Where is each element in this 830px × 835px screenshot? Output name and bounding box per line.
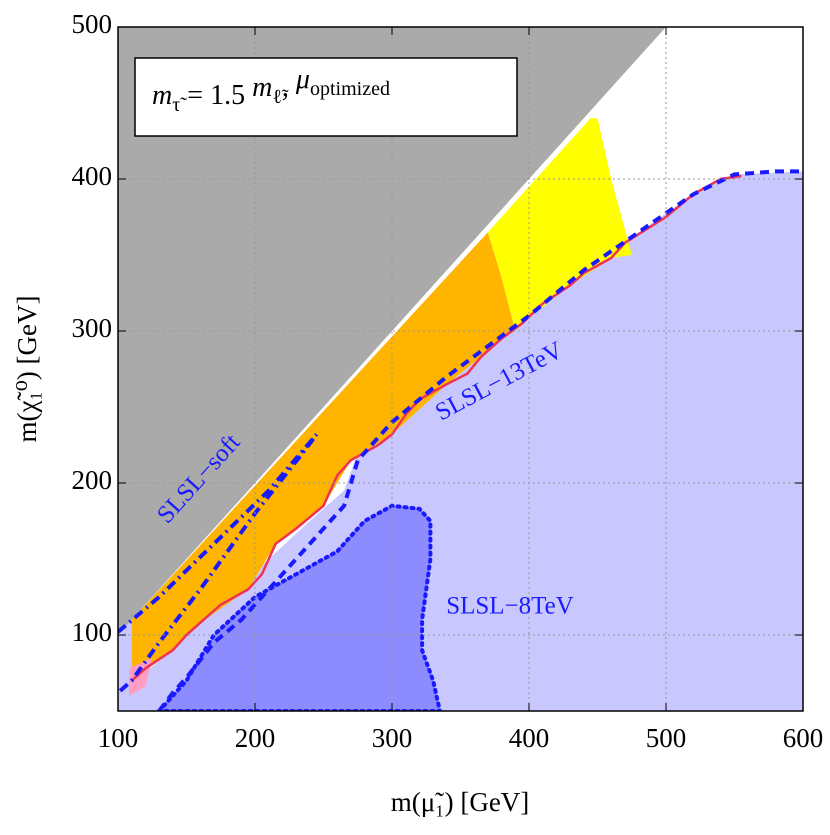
box-label: mτ̃ = 1.5 mℓ̃, μoptimized	[152, 64, 390, 115]
x-tick-label: 600	[783, 723, 824, 753]
y-tick-label: 400	[72, 161, 113, 191]
plot-area	[118, 27, 803, 711]
y-tick-label: 100	[72, 617, 113, 647]
y-axis-label: m(χ̃₁⁰) [GeV]	[12, 296, 42, 443]
box-label-part: m	[252, 72, 272, 103]
x-tick-label: 400	[509, 723, 550, 753]
label-box	[134, 57, 518, 137]
x-tick-label: 200	[235, 723, 276, 753]
y-tick-label: 500	[72, 9, 113, 39]
plot-frame	[117, 26, 804, 712]
region	[487, 118, 632, 331]
x-axis-label: m(μ̃₁) [GeV]	[391, 787, 530, 817]
contour-line	[130, 174, 742, 682]
x-tick-label: 300	[372, 723, 413, 753]
annotation: SLSL−8TeV	[446, 593, 574, 620]
region	[131, 232, 516, 681]
box-label-part: m	[152, 80, 172, 111]
box-label-part: = 1.5	[180, 80, 252, 111]
contour-line	[118, 433, 319, 695]
y-tick-label: 200	[72, 465, 113, 495]
x-tick-label: 100	[98, 723, 139, 753]
box-label-part: μ	[295, 64, 310, 95]
region	[156, 503, 442, 711]
y-tick-label: 300	[72, 313, 113, 343]
box-label-part: optimized	[310, 78, 390, 100]
x-tick-label: 500	[646, 723, 687, 753]
box-label-part: ,	[282, 72, 296, 103]
